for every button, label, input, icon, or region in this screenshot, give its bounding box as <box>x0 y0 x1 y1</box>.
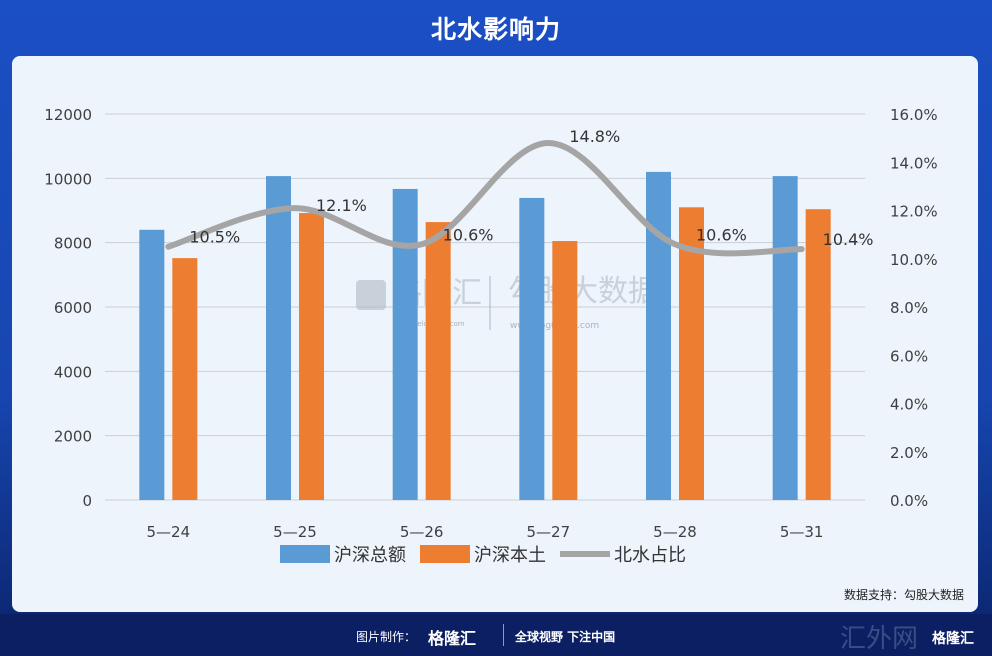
data-label: 14.8% <box>569 127 620 146</box>
bar-total <box>772 176 798 500</box>
legend-label: 北水占比 <box>614 545 686 566</box>
legend-swatch <box>280 545 330 563</box>
bar-local <box>552 241 578 500</box>
page-title: 北水影响力 <box>430 15 561 44</box>
brand-logo: 格隆汇 <box>428 629 477 648</box>
legend-swatch <box>420 545 470 563</box>
bar-local <box>425 222 451 500</box>
bar-total <box>266 176 291 500</box>
y-tick-label: 6000 <box>54 299 92 317</box>
legend-label: 沪深本土 <box>474 545 546 566</box>
y2-tick-label: 4.0% <box>890 396 928 414</box>
x-tick-label: 5—28 <box>653 523 697 541</box>
bar-total <box>392 188 418 500</box>
y-tick-label: 4000 <box>54 363 92 381</box>
x-tick-label: 5—31 <box>780 523 824 541</box>
x-tick-label: 5—27 <box>527 523 571 541</box>
y-tick-label: 0 <box>82 492 92 510</box>
bar-local <box>299 213 324 500</box>
y-tick-label: 2000 <box>54 428 92 446</box>
footer-divider <box>503 624 504 646</box>
corner-watermark: 汇外网 <box>840 624 919 654</box>
y2-tick-label: 6.0% <box>890 347 928 365</box>
line-series <box>165 139 805 257</box>
x-tick-label: 5—25 <box>273 523 317 541</box>
watermark-logo-icon <box>356 280 386 310</box>
source-note: 数据支持：勾股大数据 <box>843 588 964 602</box>
y2-tick-label: 12.0% <box>890 203 938 221</box>
data-label: 10.4% <box>823 230 874 249</box>
footer: 图片制作： 格隆汇 全球视野 下注中国 汇外网 格隆汇 <box>0 614 992 656</box>
data-label: 10.6% <box>696 225 747 244</box>
bar-local <box>805 209 831 501</box>
y2-tick-label: 0.0% <box>890 492 928 510</box>
y-tick-label: 10000 <box>44 170 92 188</box>
data-label: 10.6% <box>443 225 494 244</box>
x-tick-label: 5—26 <box>400 523 444 541</box>
bar-total <box>519 197 545 500</box>
y2-tick-label: 14.0% <box>890 154 938 172</box>
y2-tick-label: 10.0% <box>890 251 938 269</box>
slogan: 全球视野 下注中国 <box>515 630 616 644</box>
y2-tick-label: 2.0% <box>890 444 928 462</box>
y2-tick-label: 16.0% <box>890 106 938 124</box>
data-label: 10.5% <box>189 228 240 247</box>
legend-label: 沪深总额 <box>334 545 406 566</box>
data-label: 12.1% <box>316 196 367 215</box>
made-by-label: 图片制作： <box>356 630 417 644</box>
y-tick-label: 8000 <box>54 235 92 253</box>
corner-logo: 格隆汇 <box>932 631 974 647</box>
y2-tick-label: 8.0% <box>890 299 928 317</box>
y-tick-label: 12000 <box>44 106 92 124</box>
bar-total <box>646 171 671 500</box>
bar-local <box>679 207 704 501</box>
bar-total <box>139 229 165 501</box>
x-tick-label: 5—24 <box>147 523 191 541</box>
bar-local <box>172 258 198 500</box>
